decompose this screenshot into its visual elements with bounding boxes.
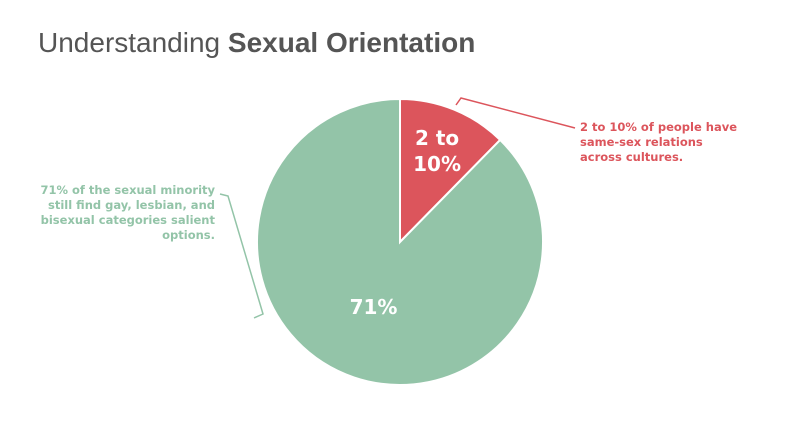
value-label: 2 to 10% bbox=[413, 126, 461, 177]
annotation: 71% of the sexual minority still find gay… bbox=[41, 183, 216, 242]
annotation-line: 71% of the sexual minority bbox=[41, 183, 216, 197]
annotation-line: bisexual categories salient bbox=[41, 213, 216, 227]
pie bbox=[256, 97, 544, 386]
annotation-line: same-sex relations bbox=[580, 135, 703, 149]
annotation-line: options. bbox=[162, 228, 215, 242]
leader-line bbox=[219, 193, 264, 319]
pie-slice bbox=[399, 97, 502, 245]
annotation-line: still find gay, lesbian, and bbox=[48, 198, 215, 212]
leader-line bbox=[455, 97, 576, 129]
annotation-line: 2 to 10% of people have bbox=[580, 120, 737, 134]
pie-slice bbox=[256, 97, 544, 386]
value-label: 71% bbox=[349, 294, 398, 319]
annotation-line: across cultures. bbox=[580, 150, 683, 164]
title-bold: Sexual Orientation bbox=[228, 27, 475, 58]
chart-title: Understanding Sexual Orientation bbox=[38, 27, 475, 58]
annotation: 2 to 10% of people have same-sex relation… bbox=[580, 120, 737, 164]
title-light: Understanding bbox=[38, 27, 220, 58]
